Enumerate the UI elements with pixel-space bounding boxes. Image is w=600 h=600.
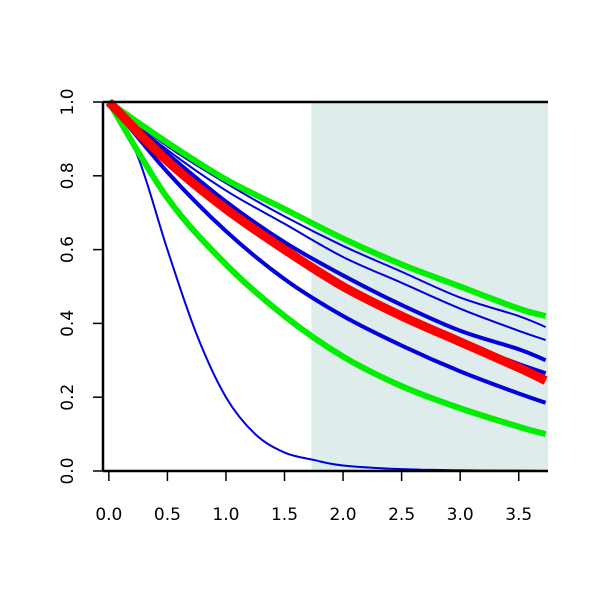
x-tick-label: 3.5 xyxy=(505,505,532,525)
series-line-7 xyxy=(107,99,547,319)
y-tick-label: 0.0 xyxy=(58,457,78,484)
y-tick-label: 1.0 xyxy=(58,88,78,115)
curves xyxy=(105,98,548,472)
x-axis-ticks: 0.0 0.5 1.0 1.5 2.0 2.5 3.0 3.5 xyxy=(95,471,532,525)
x-tick-label: 0.5 xyxy=(154,505,181,525)
y-tick-label: 0.4 xyxy=(58,310,78,337)
x-tick-label: 2.0 xyxy=(330,505,357,525)
series-line-2 xyxy=(108,101,547,329)
series-line-8 xyxy=(106,100,547,437)
series-line-6 xyxy=(107,100,547,405)
y-tick-label: 0.8 xyxy=(58,162,78,189)
y-tick-label: 0.6 xyxy=(58,236,78,263)
series-line-3 xyxy=(108,101,546,341)
series-line-4 xyxy=(107,100,547,363)
x-tick-label: 0.0 xyxy=(95,505,122,525)
x-tick-label: 2.5 xyxy=(388,505,415,525)
series-line-9 xyxy=(105,98,548,385)
y-tick-label: 0.2 xyxy=(58,384,78,411)
x-tick-label: 3.0 xyxy=(447,505,474,525)
x-tick-label: 1.0 xyxy=(212,505,239,525)
x-tick-label: 1.5 xyxy=(271,505,298,525)
y-axis-ticks: 0.0 0.2 0.4 0.6 0.8 1.0 xyxy=(58,88,103,485)
